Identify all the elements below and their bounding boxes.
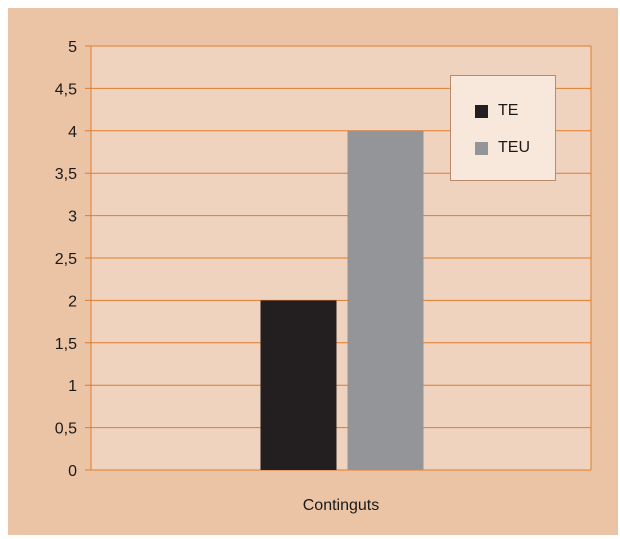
- bar-te: [260, 300, 337, 470]
- y-tick-labels: 0 0,5 1 1,5 2 2,5 3 3,5 4 4,5 5: [55, 39, 77, 480]
- x-tick-labels: Continguts: [303, 497, 380, 514]
- y-tick-label: 4: [68, 124, 77, 141]
- legend-swatch-te: [475, 104, 488, 118]
- x-tick-label: Continguts: [303, 497, 380, 514]
- y-tick-label: 0: [68, 463, 77, 480]
- y-tick-label: 1,5: [55, 336, 77, 353]
- y-tick-label: 2,5: [55, 251, 77, 268]
- y-tick-label: 0,5: [55, 421, 77, 438]
- y-tick-label: 4,5: [55, 81, 77, 98]
- bar-teu: [347, 130, 424, 471]
- y-tick-label: 5: [68, 39, 77, 56]
- legend-label-te: TE: [498, 102, 519, 119]
- legend-item-te: TE: [475, 101, 518, 121]
- y-tick-label: 1: [68, 378, 77, 395]
- y-tick-label: 2: [68, 293, 77, 310]
- y-tick-label: 3,5: [55, 166, 77, 183]
- legend: TE TEU: [450, 75, 556, 181]
- bars: [260, 130, 424, 471]
- legend-item-teu: TEU: [475, 138, 530, 158]
- legend-label-teu: TEU: [498, 139, 530, 156]
- chart-frame: 0 0,5 1 1,5 2 2,5 3 3,5 4 4,5 5 Continguts TE TEU: [8, 8, 618, 535]
- y-tick-label: 3: [68, 209, 77, 226]
- legend-swatch-teu: [475, 141, 488, 155]
